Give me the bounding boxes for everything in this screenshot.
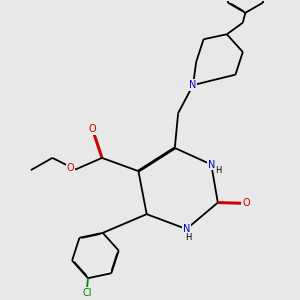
Text: O: O [88, 124, 96, 134]
Text: Cl: Cl [82, 288, 92, 298]
Text: N: N [183, 224, 190, 234]
Text: O: O [243, 198, 250, 208]
Text: N: N [189, 80, 197, 90]
Text: O: O [67, 163, 74, 173]
Text: H: H [215, 166, 222, 175]
Text: H: H [185, 233, 191, 242]
Text: N: N [208, 160, 215, 170]
